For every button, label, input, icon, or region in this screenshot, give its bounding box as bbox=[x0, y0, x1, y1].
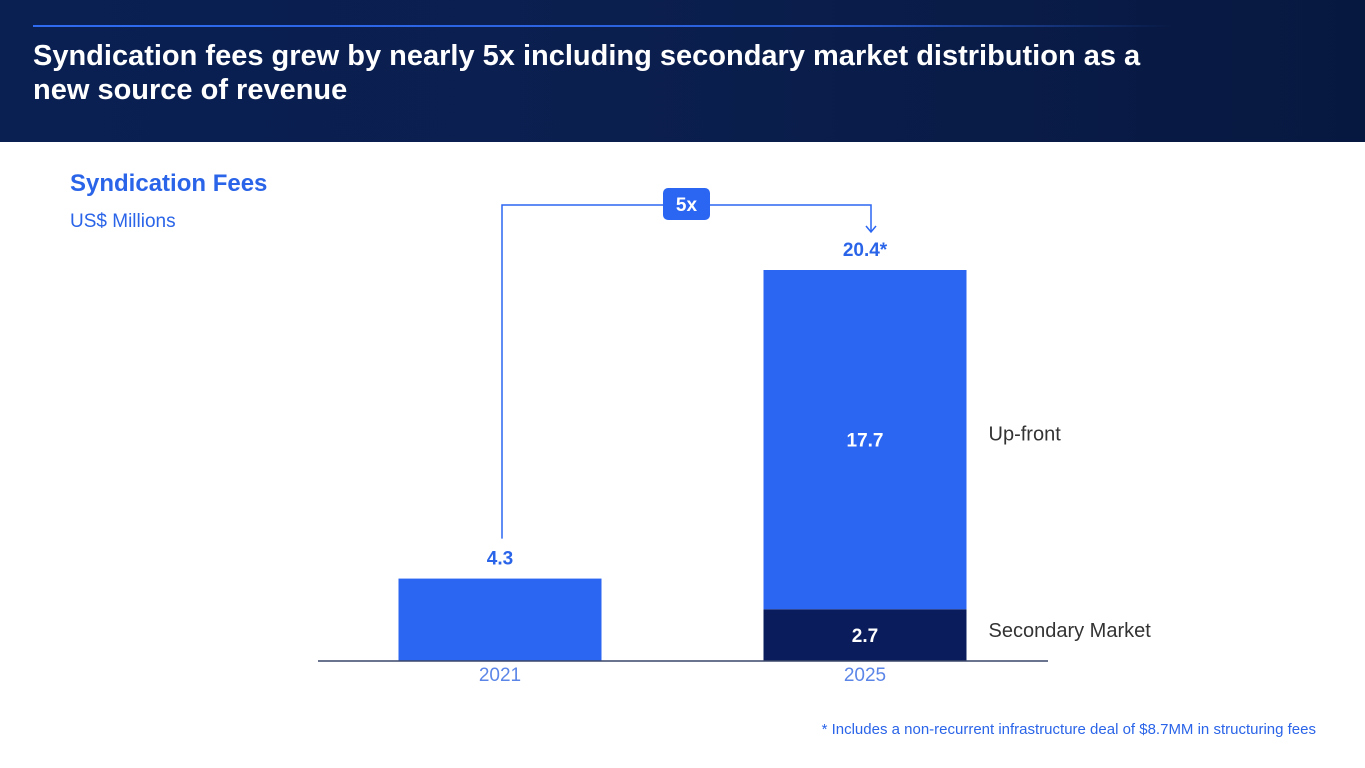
growth-badge-label: 5x bbox=[676, 195, 698, 216]
header-banner: Syndication fees grew by nearly 5x inclu… bbox=[0, 0, 1365, 142]
bars-group bbox=[398, 270, 967, 661]
page-title: Syndication fees grew by nearly 5x inclu… bbox=[33, 40, 1141, 106]
series-label-upfront: Up-front bbox=[989, 424, 1062, 446]
growth-annotation-group: 5x bbox=[501, 188, 877, 539]
bar-2025-secondary-market bbox=[763, 609, 967, 661]
growth-arrow-head-icon bbox=[865, 225, 877, 234]
segment-label-upfront-2025: 17.7 bbox=[847, 431, 884, 452]
total-label-2025: 20.4* bbox=[843, 240, 888, 261]
series-label-secondary: Secondary Market bbox=[989, 620, 1152, 642]
labels-group: 2021 4.3 2025 20.4* 17.7 2.7 Up-front Secondary… bbox=[479, 240, 1151, 686]
bar-2025-up-front bbox=[763, 270, 967, 610]
segment-label-secondary-2025: 2.7 bbox=[852, 626, 878, 647]
chart-title: Syndication Fees bbox=[70, 170, 268, 197]
growth-badge bbox=[663, 188, 710, 220]
chart-subtitle: US$ Millions bbox=[70, 211, 176, 232]
footnote: * Includes a non-recurrent infrastructur… bbox=[821, 721, 1316, 738]
bar-2021-up-front bbox=[398, 578, 602, 661]
total-label-2021: 4.3 bbox=[487, 549, 513, 570]
x-tick-label-2025: 2025 bbox=[844, 665, 886, 686]
x-tick-label-2021: 2021 bbox=[479, 665, 521, 686]
header-accent-rule bbox=[33, 25, 1173, 27]
